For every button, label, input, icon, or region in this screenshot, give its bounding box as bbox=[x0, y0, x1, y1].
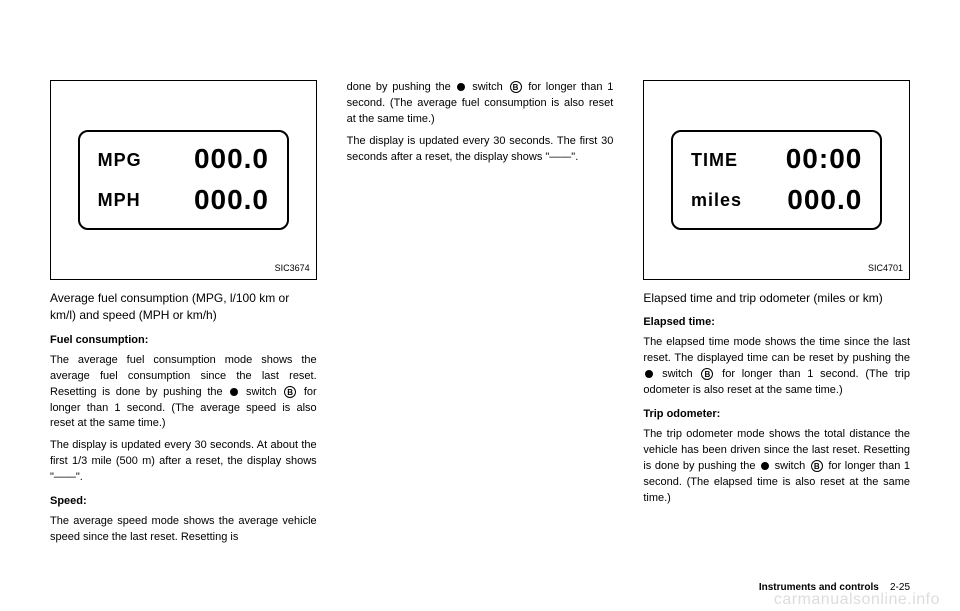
column-3: TIME 00:00 miles 000.0 SIC4701 Elapsed t… bbox=[643, 80, 910, 560]
subheading-trip: Trip odometer: bbox=[643, 407, 910, 423]
display-label: miles bbox=[691, 187, 742, 213]
body-text: The display is updated every 30 seconds.… bbox=[50, 438, 317, 486]
body-text: done by pushing the switch B for longer … bbox=[347, 80, 614, 128]
column-1: MPG 000.0 MPH 000.0 SIC3674 Average fuel… bbox=[50, 80, 317, 560]
display-value: 000.0 bbox=[194, 139, 269, 180]
display-value: 00:00 bbox=[786, 139, 863, 180]
text-fragment: switch bbox=[246, 386, 282, 398]
display-row: MPG 000.0 bbox=[98, 139, 269, 180]
body-text: The display is updated every 30 seconds.… bbox=[347, 134, 614, 166]
lcd-screen: MPG 000.0 MPH 000.0 bbox=[78, 130, 289, 230]
body-text: The average fuel consumption mode shows … bbox=[50, 353, 317, 433]
display-row: miles 000.0 bbox=[691, 180, 862, 221]
circled-b-icon: B bbox=[284, 386, 296, 398]
lcd-screen: TIME 00:00 miles 000.0 bbox=[671, 130, 882, 230]
body-text: The average speed mode shows the average… bbox=[50, 514, 317, 546]
subheading-elapsed: Elapsed time: bbox=[643, 315, 910, 331]
image-id: SIC3674 bbox=[275, 262, 310, 275]
section-title: Average fuel consumption (MPG, l/100 km … bbox=[50, 290, 317, 325]
display-value: 000.0 bbox=[787, 180, 862, 221]
column-2: done by pushing the switch B for longer … bbox=[347, 80, 614, 560]
body-text: The trip odometer mode shows the total d… bbox=[643, 427, 910, 507]
display-label: MPH bbox=[98, 187, 141, 213]
image-id: SIC4701 bbox=[868, 262, 903, 275]
text-fragment: switch bbox=[662, 368, 699, 380]
circled-b-icon: B bbox=[811, 460, 823, 472]
text-fragment: switch bbox=[472, 81, 507, 93]
circled-b-icon: B bbox=[701, 368, 713, 380]
display-row: MPH 000.0 bbox=[98, 180, 269, 221]
display-label: TIME bbox=[691, 147, 738, 173]
text-fragment: The elapsed time mode shows the time sin… bbox=[643, 336, 910, 364]
text-fragment: done by pushing the bbox=[347, 81, 456, 93]
subheading-speed: Speed: bbox=[50, 494, 317, 510]
display-value: 000.0 bbox=[194, 180, 269, 221]
display-label: MPG bbox=[98, 147, 142, 173]
watermark: carmanualsonline.info bbox=[774, 591, 940, 609]
dot-icon bbox=[761, 462, 769, 470]
text-fragment: switch bbox=[775, 460, 809, 472]
body-text: The elapsed time mode shows the time sin… bbox=[643, 335, 910, 399]
subheading-fuel: Fuel consumption: bbox=[50, 333, 317, 349]
section-title: Elapsed time and trip odometer (miles or… bbox=[643, 290, 910, 307]
manual-page: MPG 000.0 MPH 000.0 SIC3674 Average fuel… bbox=[0, 0, 960, 580]
display-row: TIME 00:00 bbox=[691, 139, 862, 180]
dot-icon bbox=[457, 83, 465, 91]
circled-b-icon: B bbox=[510, 81, 522, 93]
display-illustration-2: TIME 00:00 miles 000.0 SIC4701 bbox=[643, 80, 910, 280]
dot-icon bbox=[645, 370, 653, 378]
display-illustration-1: MPG 000.0 MPH 000.0 SIC3674 bbox=[50, 80, 317, 280]
dot-icon bbox=[230, 388, 238, 396]
